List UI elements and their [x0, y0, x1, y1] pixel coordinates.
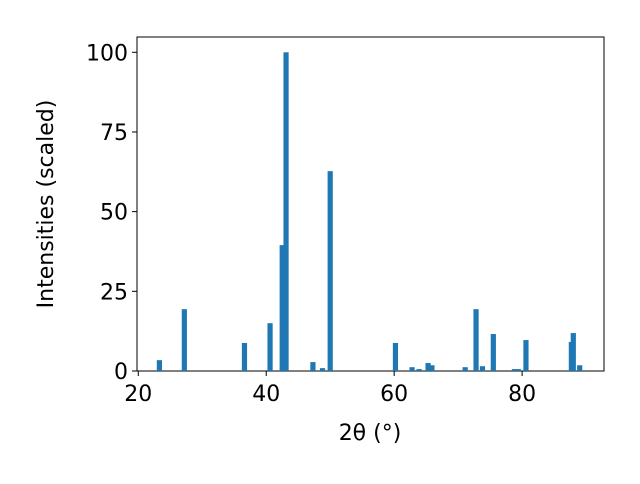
x-tick-label: 20	[124, 382, 152, 407]
bar	[577, 365, 583, 371]
bar	[310, 362, 316, 371]
bar	[570, 333, 576, 371]
bar	[267, 323, 273, 371]
bar	[511, 369, 518, 371]
bar	[479, 366, 486, 371]
bar	[319, 368, 326, 371]
y-tick-label: 25	[100, 280, 128, 305]
bar	[283, 52, 289, 372]
y-tick-label: 50	[100, 201, 128, 226]
bar	[409, 367, 415, 371]
bar	[392, 342, 399, 371]
x-tick-label: 40	[252, 382, 280, 407]
bar	[156, 360, 162, 371]
x-tick-label: 60	[380, 382, 408, 407]
y-tick-label: 100	[86, 41, 128, 66]
bar	[490, 334, 496, 371]
y-tick-label: 0	[114, 360, 128, 385]
bar	[327, 171, 333, 371]
bar	[425, 363, 431, 371]
bar	[515, 369, 521, 371]
bar	[429, 365, 435, 371]
y-tick-label: 75	[100, 121, 128, 146]
bar	[462, 367, 468, 371]
bar	[241, 342, 248, 371]
x-axis-label: 2θ (°)	[339, 421, 402, 446]
plot-frame	[136, 36, 605, 372]
bar	[416, 369, 422, 371]
x-tick-label: 80	[508, 382, 536, 407]
y-axis-label: Intensities (scaled)	[34, 100, 59, 309]
bar	[473, 309, 479, 371]
bar	[279, 245, 285, 371]
bar	[523, 340, 529, 371]
bar	[181, 309, 187, 371]
